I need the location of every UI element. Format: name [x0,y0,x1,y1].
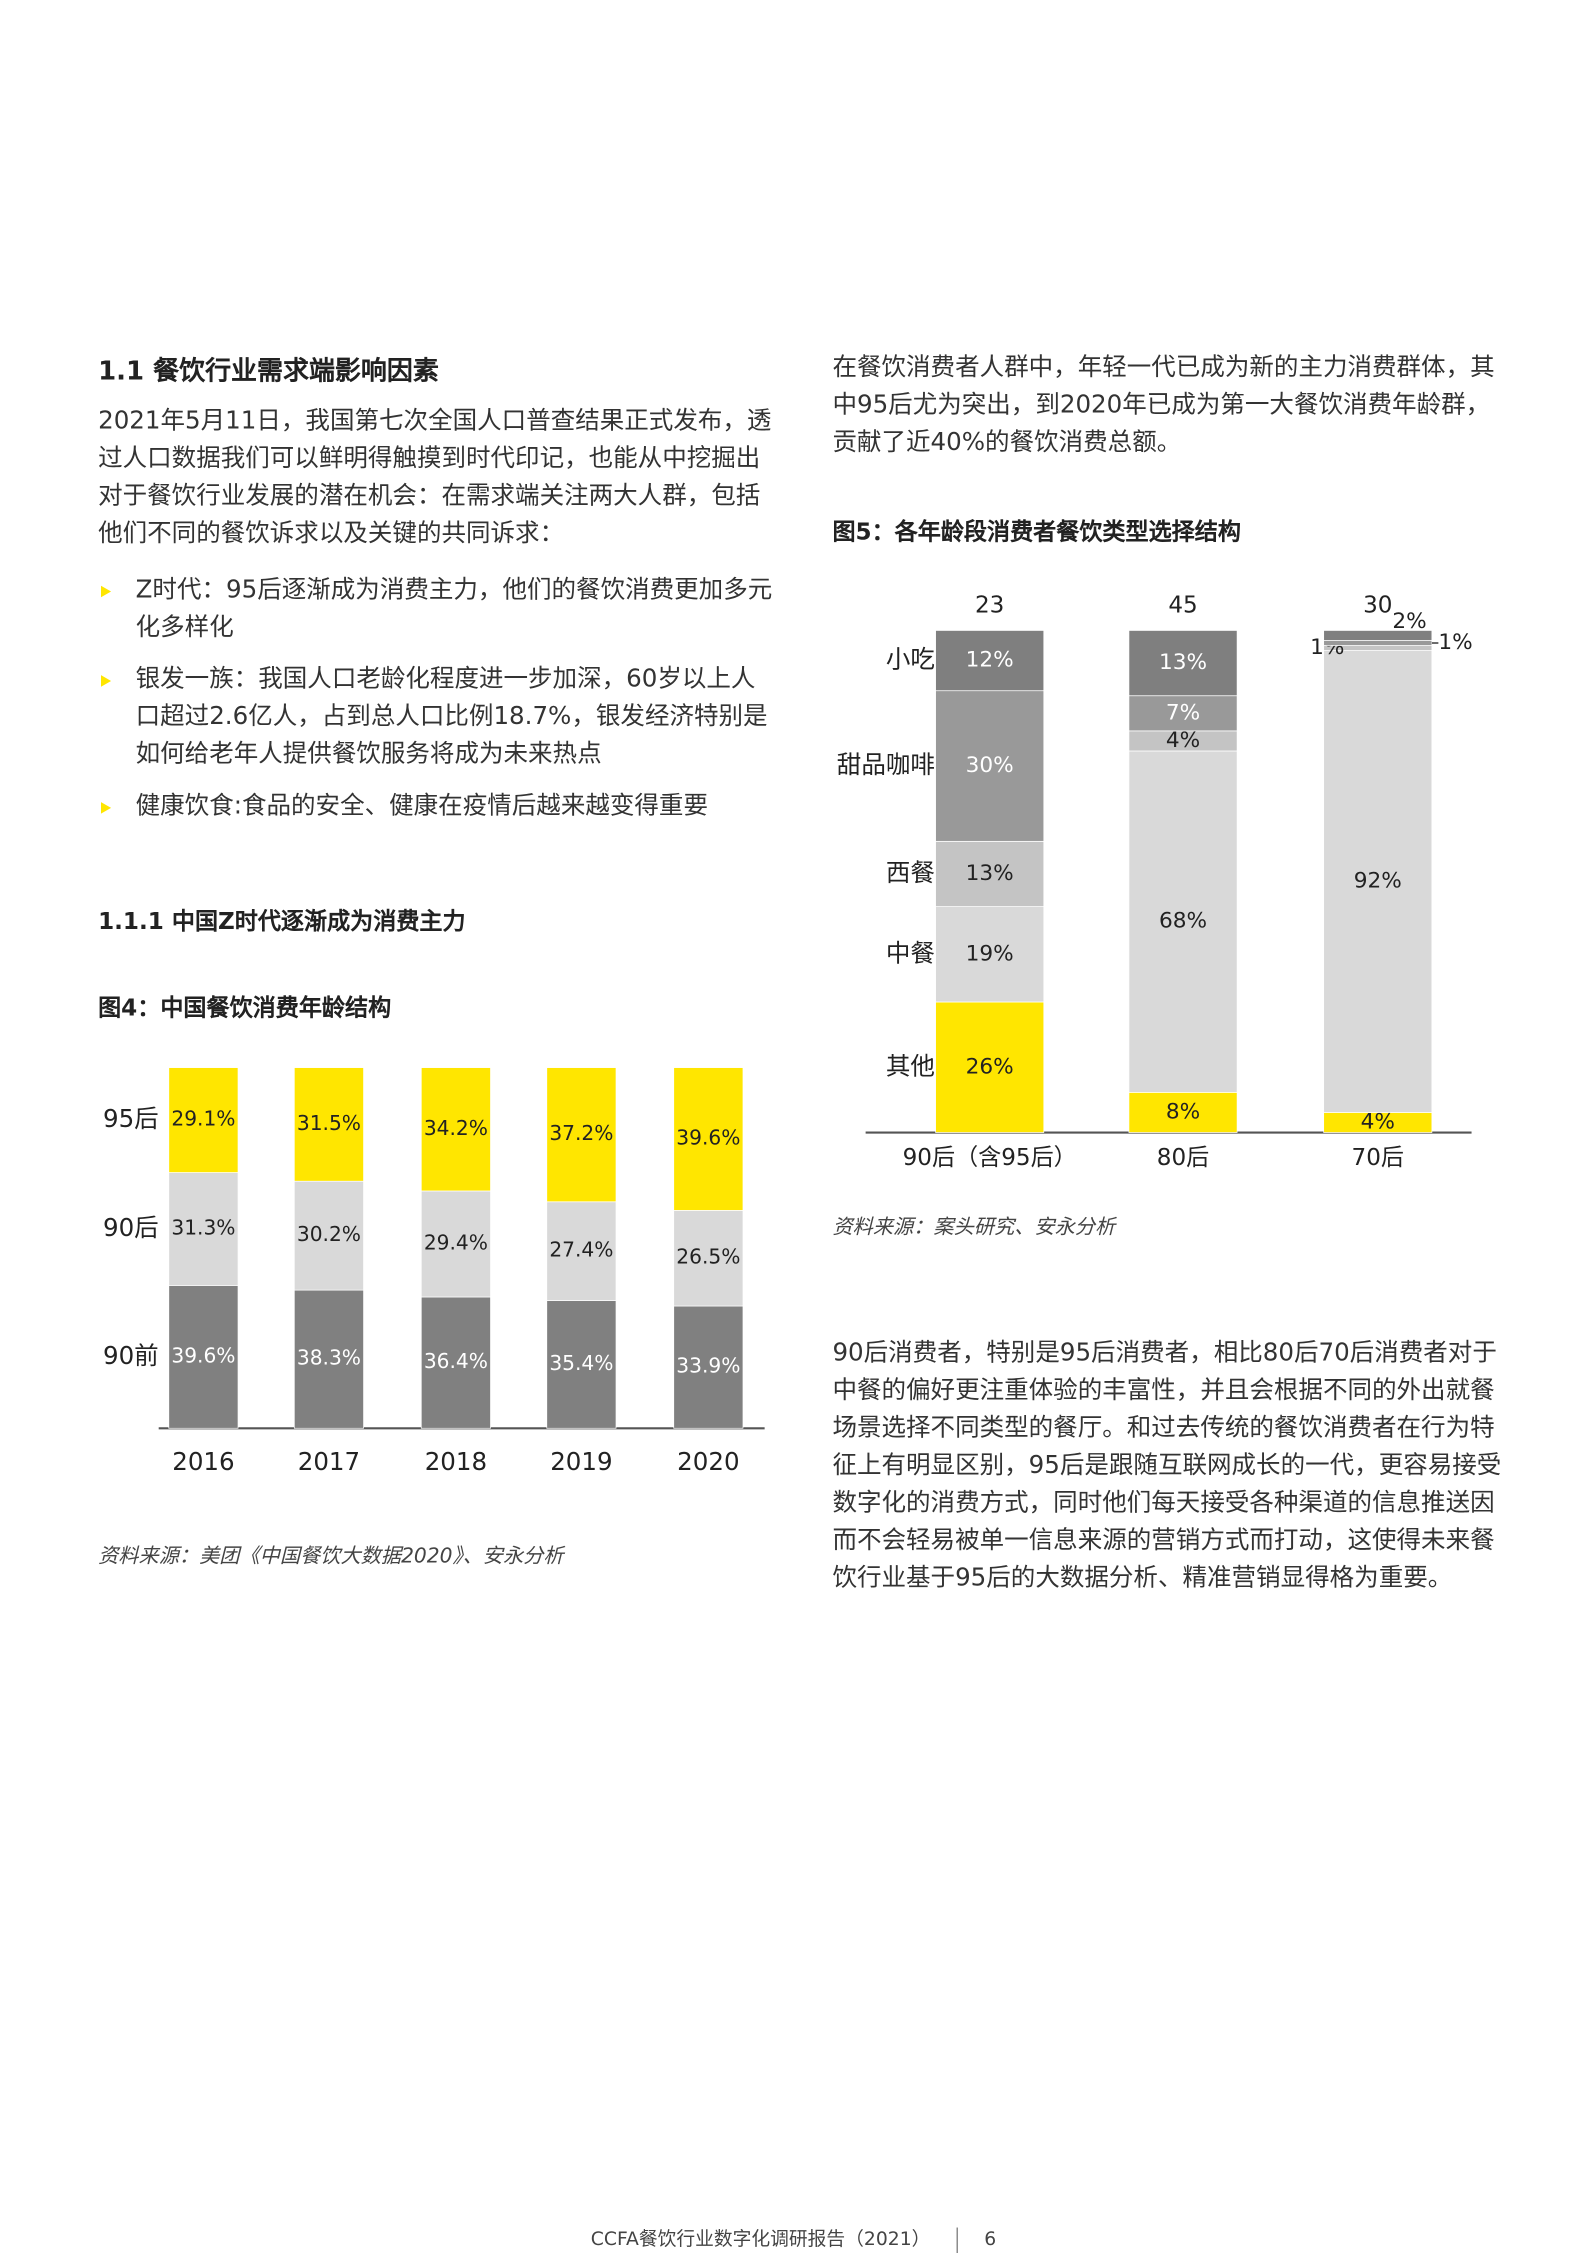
bar-segment [935,690,1045,842]
x-tick-label: 2016 [172,1447,234,1476]
bar-segment [1323,650,1433,1113]
value-label: 38.3% [297,1346,361,1370]
page-number: 6 [984,2228,997,2251]
paragraph: 在餐饮消费者人群中，年轻一代已成为新的主力消费群体，其中95后尤为突出，到202… [832,353,1495,458]
bar-segment [168,1172,239,1286]
bar-segment [1128,630,1238,697]
legend-label: 甜品咖啡 [837,750,935,779]
value-label: 30% [966,753,1014,778]
legend-label: 90前 [103,1341,159,1370]
bar-segment [546,1201,617,1301]
subheading: 1.1.1 中国Z时代逐渐成为消费主力 [98,907,466,935]
bar-segment [935,840,1045,907]
bar-segment [673,1067,744,1211]
value-label: 30.2% [297,1222,361,1246]
value-label: 39.6% [676,1126,740,1150]
value-label: 27.4% [549,1238,613,1262]
value-label: 8% [1166,1099,1200,1124]
source: 资料来源：案头研究、安永分析 [832,1216,1116,1240]
value-label: 13% [1159,650,1207,675]
value-label: 13% [966,861,1014,886]
value-label: 7% [1166,700,1200,725]
legend-label: 其他 [886,1051,935,1080]
bar-segment [1128,1091,1238,1133]
paragraph: 2021年5月11日，我国第七次全国人口普查结果正式发布，透过人口数据我们可以鲜… [98,406,772,549]
value-label: 68% [1159,909,1207,934]
bar-segment [420,1067,491,1192]
value-label: 4% [1361,1109,1395,1134]
bar-segment [935,1001,1045,1133]
bar-segment [420,1190,491,1298]
value-label: 34.2% [424,1116,488,1140]
value-label: 33.9% [676,1354,740,1378]
x-tick-label: 2017 [298,1447,360,1476]
value-label: 29.4% [424,1230,488,1254]
figure-title: 图4：中国餐饮消费年龄结构 [98,994,392,1022]
value-label: 26% [966,1054,1014,1079]
value-label: 4% [1166,728,1200,753]
figure-title: 图5：各年龄段消费者餐饮类型选择结构 [832,517,1241,546]
bar-segment [673,1305,744,1429]
bar-segment [293,1180,364,1291]
bar-segment [1323,630,1433,641]
bar-total: 45 [1168,592,1197,618]
value-label: 36.4% [424,1349,488,1373]
value-label: 2% [1392,609,1426,634]
bar-segment [546,1067,617,1203]
bar-segment [1128,695,1238,732]
x-tick-label: 2020 [677,1447,739,1476]
source: 资料来源：美团《中国餐饮大数据2020》、安永分析 [98,1545,564,1569]
value-label: 92% [1354,868,1402,893]
paragraph: 90后消费者，特别是95后消费者，相比80后70后消费者对于中餐的偏好更注重体验… [832,1338,1502,1593]
x-tick-label: 2019 [550,1447,612,1476]
bar-segment [546,1300,617,1429]
legend-label: 小吃 [886,645,935,674]
bullet: 银发一族：我国人口老龄化程度进一步加深，60岁以上人口超过2.6亿人，占到总人口… [98,661,779,774]
bar-segment [673,1210,744,1307]
legend-label: 90后 [103,1213,159,1242]
value-label: 35.4% [549,1351,613,1375]
legend-label: 中餐 [886,938,935,967]
bar-segment [1323,640,1433,646]
x-tick-label: 2018 [425,1447,487,1476]
value-label: 26.5% [676,1245,740,1269]
x-tick-label: 70后 [1352,1145,1404,1171]
bar-segment [935,630,1045,692]
divider [956,2226,959,2253]
bar-total: 30 [1363,592,1392,618]
value-label: 19% [966,941,1014,966]
value-label: 37.2% [549,1121,613,1145]
value-label: 12% [966,648,1014,673]
value-label: 31.3% [171,1216,235,1240]
legend-label: 西餐 [886,858,935,887]
value-label: 29.1% [171,1107,235,1131]
bullet-list: Z时代：95后逐渐成为消费主力，他们的餐饮消费更加多元化多样化 银发一族：我国人… [98,571,779,839]
bullet: Z时代：95后逐渐成为消费主力，他们的餐饮消费更加多元化多样化 [98,571,779,646]
legend-label: 95后 [103,1104,159,1133]
bar-segment [1128,750,1238,1093]
bar-segment [935,906,1045,1003]
bullet: 健康饮食:食品的安全、健康在疫情后越来越变得重要 [98,788,779,826]
bar-segment [293,1067,364,1182]
x-tick-label: 80后 [1157,1145,1209,1171]
bar-total: 23 [975,592,1004,618]
value-label: 31.5% [297,1111,361,1135]
value-label: 39.6% [171,1343,235,1367]
bar-segment [168,1067,239,1173]
value-label: 1% [1438,630,1472,655]
bar-segment [293,1289,364,1429]
x-tick-label: 90后（含95后） [903,1145,1077,1171]
heading: 1.1 餐饮行业需求端影响因素 [98,356,439,387]
